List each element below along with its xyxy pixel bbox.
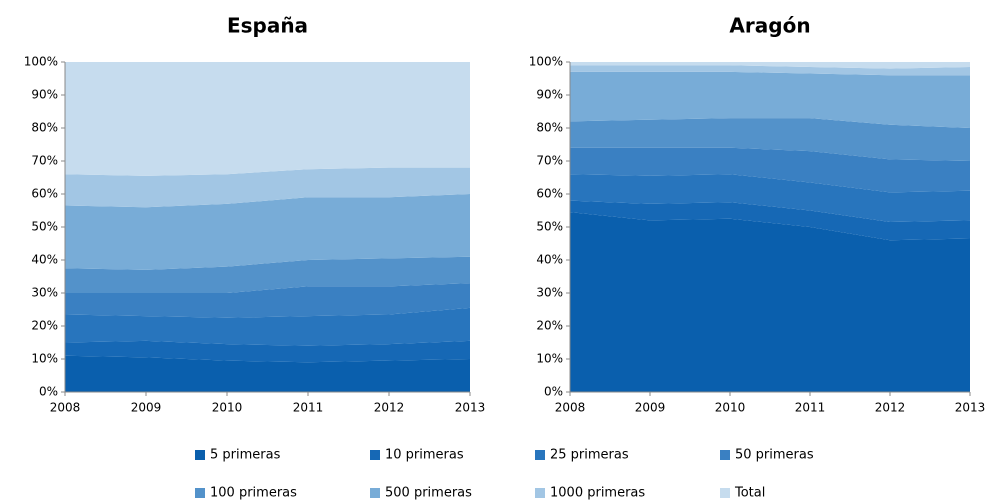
legend-swatch <box>195 450 205 460</box>
area <box>570 118 970 161</box>
area <box>570 212 970 392</box>
y-tick-label: 20% <box>31 319 58 333</box>
legend-label: 1000 primeras <box>550 486 645 501</box>
area <box>65 355 470 392</box>
chart-title: Aragón <box>729 14 810 38</box>
area <box>65 194 470 270</box>
legend-label: 5 primeras <box>210 448 281 463</box>
legend-label: 50 primeras <box>735 448 814 463</box>
legend-label: 10 primeras <box>385 448 464 463</box>
x-tick-label: 2008 <box>50 401 81 415</box>
y-tick-label: 90% <box>536 88 563 102</box>
y-tick-label: 0% <box>544 385 563 399</box>
y-tick-label: 40% <box>536 253 563 267</box>
x-tick-label: 2013 <box>955 401 986 415</box>
x-tick-label: 2009 <box>131 401 162 415</box>
area <box>570 71 970 128</box>
legend-label: 500 primeras <box>385 486 472 501</box>
area <box>570 174 970 223</box>
legend-swatch <box>720 450 730 460</box>
y-tick-label: 50% <box>536 220 563 234</box>
y-tick-label: 30% <box>31 286 58 300</box>
area <box>65 307 470 346</box>
x-tick-label: 2011 <box>293 401 324 415</box>
legend-label: Total <box>734 486 765 501</box>
legend-swatch <box>195 488 205 498</box>
y-tick-label: 90% <box>31 88 58 102</box>
x-tick-label: 2013 <box>455 401 486 415</box>
x-tick-label: 2010 <box>212 401 243 415</box>
y-tick-label: 60% <box>31 187 58 201</box>
y-tick-label: 70% <box>536 154 563 168</box>
area <box>65 256 470 293</box>
y-tick-label: 20% <box>536 319 563 333</box>
y-tick-label: 0% <box>39 385 58 399</box>
y-tick-label: 80% <box>536 121 563 135</box>
legend-swatch <box>370 450 380 460</box>
x-tick-label: 2012 <box>875 401 906 415</box>
y-tick-label: 80% <box>31 121 58 135</box>
x-tick-label: 2011 <box>795 401 826 415</box>
area <box>570 65 970 76</box>
area <box>65 340 470 363</box>
x-tick-label: 2012 <box>374 401 405 415</box>
y-tick-label: 100% <box>529 55 563 69</box>
x-tick-label: 2010 <box>715 401 746 415</box>
legend-swatch <box>720 488 730 498</box>
legend-label: 25 primeras <box>550 448 629 463</box>
legend-swatch <box>535 450 545 460</box>
area <box>65 283 470 318</box>
area <box>570 62 970 69</box>
y-tick-label: 30% <box>536 286 563 300</box>
y-tick-label: 10% <box>536 352 563 366</box>
y-tick-label: 10% <box>31 352 58 366</box>
y-tick-label: 70% <box>31 154 58 168</box>
y-tick-label: 100% <box>24 55 58 69</box>
area <box>65 62 470 176</box>
y-tick-label: 50% <box>31 220 58 234</box>
x-tick-label: 2008 <box>555 401 586 415</box>
area <box>570 200 970 241</box>
y-tick-label: 60% <box>536 187 563 201</box>
y-tick-label: 40% <box>31 253 58 267</box>
chart-title: España <box>227 14 308 38</box>
area <box>65 167 470 208</box>
x-tick-label: 2009 <box>635 401 666 415</box>
legend-label: 100 primeras <box>210 486 297 501</box>
area <box>570 147 970 193</box>
legend-swatch <box>535 488 545 498</box>
legend-swatch <box>370 488 380 498</box>
